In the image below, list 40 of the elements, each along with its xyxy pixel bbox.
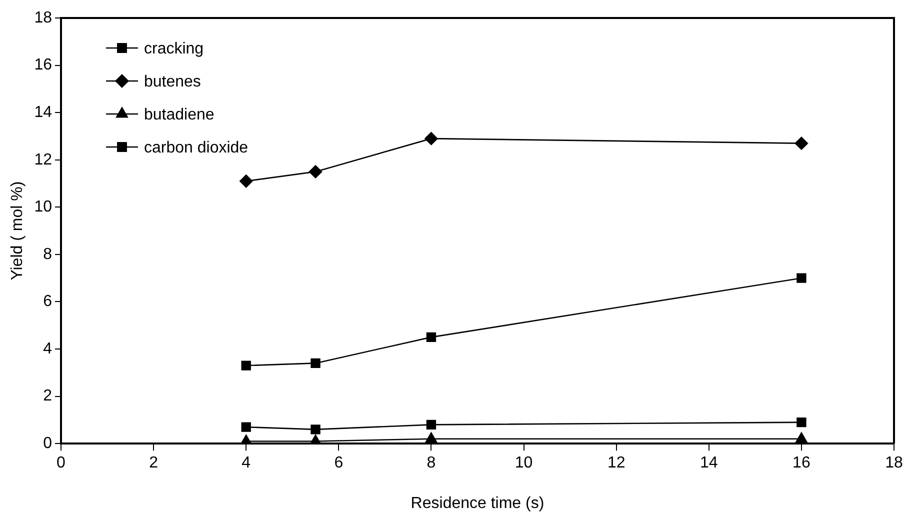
point	[240, 174, 253, 188]
x-tick-label: 0	[56, 454, 66, 472]
x-tick-label: 4	[242, 454, 251, 472]
x-tick-label: 8	[426, 454, 436, 472]
y-tick-label: 10	[34, 198, 52, 216]
point	[241, 422, 251, 432]
y-tick-label: 18	[34, 9, 52, 26]
x-tick-label: 12	[607, 454, 626, 472]
y-tick-label: 2	[43, 388, 52, 405]
point	[796, 432, 808, 442]
point	[426, 420, 436, 430]
y-tick-label: 0	[43, 435, 52, 452]
x-tick-label: 10	[514, 454, 533, 472]
x-axis-title: Residence time (s)	[410, 494, 544, 512]
point	[424, 132, 438, 146]
point	[794, 136, 808, 150]
point	[310, 358, 320, 368]
point	[796, 417, 806, 428]
legend-label: butenes	[144, 73, 201, 90]
y-tick-label: 4	[43, 340, 52, 358]
y-tick-label: 12	[34, 151, 52, 168]
point	[308, 165, 322, 178]
x-tick-label: 14	[700, 454, 718, 472]
y-tick-label: 8	[43, 246, 52, 263]
point	[426, 332, 436, 342]
legend-label: cracking	[144, 40, 204, 58]
point	[241, 360, 251, 370]
point	[425, 432, 438, 442]
legend-label: butadiene	[144, 106, 214, 124]
point	[310, 424, 320, 434]
y-axis-title: Yield ( mol %)	[9, 181, 26, 280]
x-tick-label: 18	[885, 454, 903, 472]
y-tick-label: 14	[34, 104, 52, 121]
point	[796, 273, 806, 283]
x-tick-label: 6	[334, 454, 344, 472]
x-tick-label: 2	[149, 454, 158, 472]
y-tick-label: 16	[34, 56, 52, 74]
y-tick-label: 6	[43, 293, 52, 310]
legend-label: carbon dioxide	[144, 139, 248, 156]
x-tick-label: 16	[792, 454, 810, 472]
